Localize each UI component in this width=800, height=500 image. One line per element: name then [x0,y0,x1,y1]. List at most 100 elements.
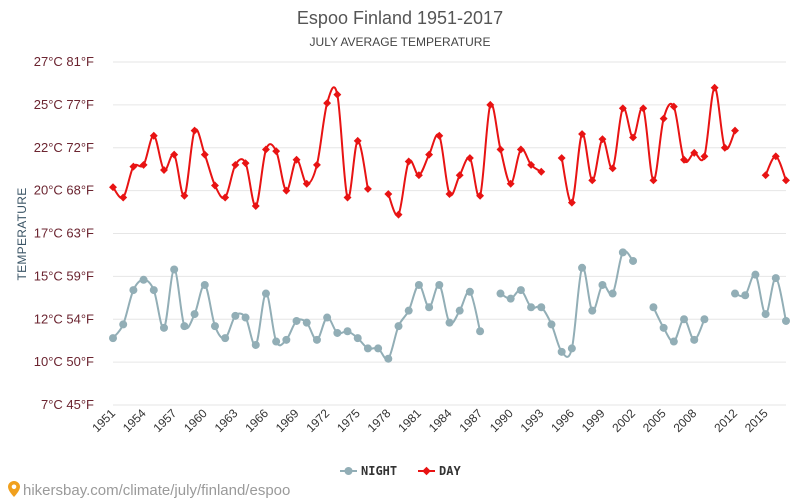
day-point[interactable] [588,176,597,185]
night-point[interactable] [404,306,413,315]
night-point[interactable] [251,340,260,349]
night-point[interactable] [129,286,138,295]
day-point[interactable] [598,135,607,144]
day-point[interactable] [109,183,117,192]
night-point[interactable] [119,320,128,329]
day-point[interactable] [567,198,576,207]
day-point[interactable] [170,150,179,159]
night-point[interactable] [761,310,770,319]
day-point[interactable] [445,190,454,199]
day-point[interactable] [476,191,485,200]
night-point[interactable] [598,280,607,289]
night-point[interactable] [557,347,566,356]
day-point[interactable] [782,176,790,185]
night-point[interactable] [751,270,760,279]
night-point[interactable] [200,280,209,289]
day-point[interactable] [425,150,434,159]
night-point[interactable] [384,354,393,363]
day-point[interactable] [353,136,362,145]
night-point[interactable] [149,286,158,295]
night-point[interactable] [465,287,474,296]
day-point[interactable] [292,155,301,164]
night-point[interactable] [292,316,301,325]
day-point[interactable] [251,202,260,211]
night-point[interactable] [527,303,536,312]
night-point[interactable] [455,306,464,315]
night-point[interactable] [629,256,638,265]
night-point[interactable] [180,322,189,331]
day-point[interactable] [200,150,209,159]
day-point[interactable] [496,145,505,154]
night-point[interactable] [394,322,403,331]
night-point[interactable] [170,265,179,274]
night-point[interactable] [282,335,291,344]
day-point[interactable] [761,171,770,180]
night-point[interactable] [782,316,790,325]
night-point[interactable] [210,322,219,331]
day-point[interactable] [394,210,403,219]
day-point[interactable] [680,155,688,164]
night-point[interactable] [506,294,515,303]
night-point[interactable] [496,289,505,298]
night-point[interactable] [649,303,658,312]
day-point[interactable] [710,83,719,92]
legend-item-day[interactable]: DAY [418,464,461,478]
source-attribution[interactable]: hikersbay.com/climate/july/finland/espoo [8,481,290,499]
day-point[interactable] [312,160,321,169]
day-point[interactable] [241,159,250,168]
day-point[interactable] [282,186,291,195]
night-point[interactable] [363,344,372,353]
night-point[interactable] [425,303,434,312]
night-point[interactable] [659,323,668,332]
day-point[interactable] [221,193,230,202]
night-point[interactable] [333,328,342,337]
day-point[interactable] [333,90,342,99]
day-point[interactable] [139,160,148,169]
legend-item-night[interactable]: NIGHT [340,464,397,478]
night-point[interactable] [139,275,148,284]
day-point[interactable] [190,126,199,135]
night-point[interactable] [414,280,423,289]
night-point[interactable] [588,306,597,315]
night-point[interactable] [731,289,740,298]
night-point[interactable] [323,313,332,322]
day-point[interactable] [731,126,739,135]
night-point[interactable] [618,248,627,257]
day-point[interactable] [129,162,138,171]
day-point[interactable] [302,179,311,188]
night-point[interactable] [669,337,678,346]
day-point[interactable] [404,157,413,166]
day-point[interactable] [690,148,699,157]
night-point[interactable] [109,334,117,343]
day-point[interactable] [231,160,240,169]
day-point[interactable] [160,166,168,175]
night-point[interactable] [435,280,444,289]
night-point[interactable] [312,335,321,344]
night-point[interactable] [190,310,199,319]
day-point[interactable] [537,167,546,176]
day-point[interactable] [363,184,372,193]
day-point[interactable] [618,104,627,113]
day-point[interactable] [465,154,474,162]
night-point[interactable] [690,335,699,344]
day-point[interactable] [578,130,587,138]
night-point[interactable] [374,344,383,353]
day-point[interactable] [261,145,270,154]
night-point[interactable] [241,313,250,322]
night-point[interactable] [302,318,311,327]
source-link[interactable]: hikersbay.com/climate/july/finland/espoo [23,482,290,499]
night-point[interactable] [231,311,240,320]
night-point[interactable] [343,327,352,336]
night-point[interactable] [680,315,689,324]
day-point[interactable] [323,99,332,108]
day-point[interactable] [455,171,464,180]
night-point[interactable] [353,334,362,343]
day-point[interactable] [659,114,668,123]
day-point[interactable] [700,152,709,161]
night-point[interactable] [159,323,168,332]
day-point[interactable] [343,193,352,202]
night-point[interactable] [578,263,587,272]
day-point[interactable] [516,145,525,154]
night-point[interactable] [771,274,780,283]
night-point[interactable] [537,303,546,312]
